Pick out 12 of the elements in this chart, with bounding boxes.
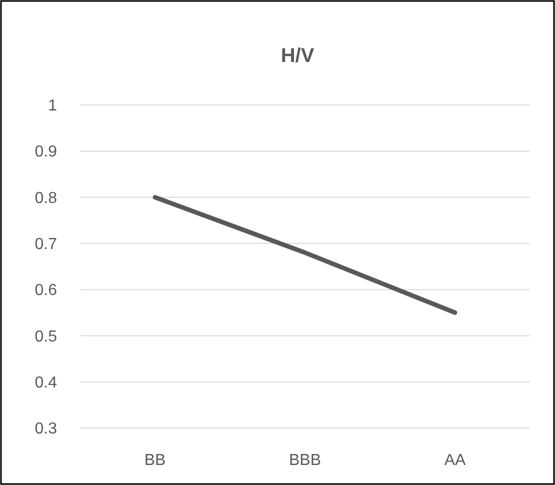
x-tick-label: BB — [144, 452, 166, 469]
y-tick-label: 0.7 — [34, 236, 58, 254]
y-tick-label: 0.5 — [34, 328, 58, 346]
y-tick-label: 0.6 — [34, 282, 58, 300]
y-tick-label: 0.4 — [34, 374, 58, 392]
y-tick-label: 0.9 — [34, 144, 58, 161]
chart-title: H/V — [280, 45, 315, 67]
y-tick-label: 1 — [48, 98, 58, 115]
y-tick-label: 0.8 — [34, 190, 58, 207]
x-tick-label: BBB — [288, 452, 322, 469]
y-tick-label: 0.3 — [34, 420, 58, 438]
x-tick-label: AA — [444, 452, 466, 469]
